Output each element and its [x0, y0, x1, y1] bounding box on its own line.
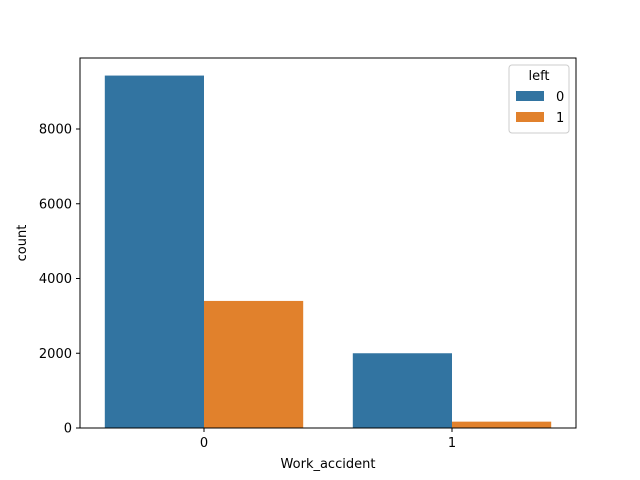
bar-left-1-work-accident-0	[204, 300, 304, 428]
y-axis-ticks: 0 2000 4000 6000 8000	[39, 123, 80, 437]
y-tick-label: 4000	[39, 272, 72, 287]
bar-left-1-work-accident-1	[452, 421, 552, 428]
legend: left 01	[508, 64, 570, 134]
y-tick-label: 8000	[39, 123, 72, 138]
legend-label-1: 1	[556, 111, 564, 126]
legend-swatch-0	[516, 91, 544, 101]
legend-swatch-1	[516, 112, 544, 122]
bar-left-0-work-accident-0	[104, 75, 204, 428]
plot-frame	[79, 57, 577, 429]
y-tick-label: 0	[64, 422, 72, 437]
legend-label-0: 0	[556, 90, 564, 105]
legend-title: left	[528, 69, 549, 84]
x-tick-label: 1	[448, 436, 456, 451]
y-tick-label: 2000	[39, 347, 72, 362]
legend-items: 01	[516, 90, 564, 126]
y-tick-label: 6000	[39, 197, 72, 212]
bar-left-0-work-accident-1	[352, 353, 452, 428]
y-axis-label: count	[15, 225, 30, 262]
bars	[104, 75, 552, 428]
x-axis-label: Work_accident	[281, 457, 376, 472]
x-tick-label: 0	[200, 436, 208, 451]
